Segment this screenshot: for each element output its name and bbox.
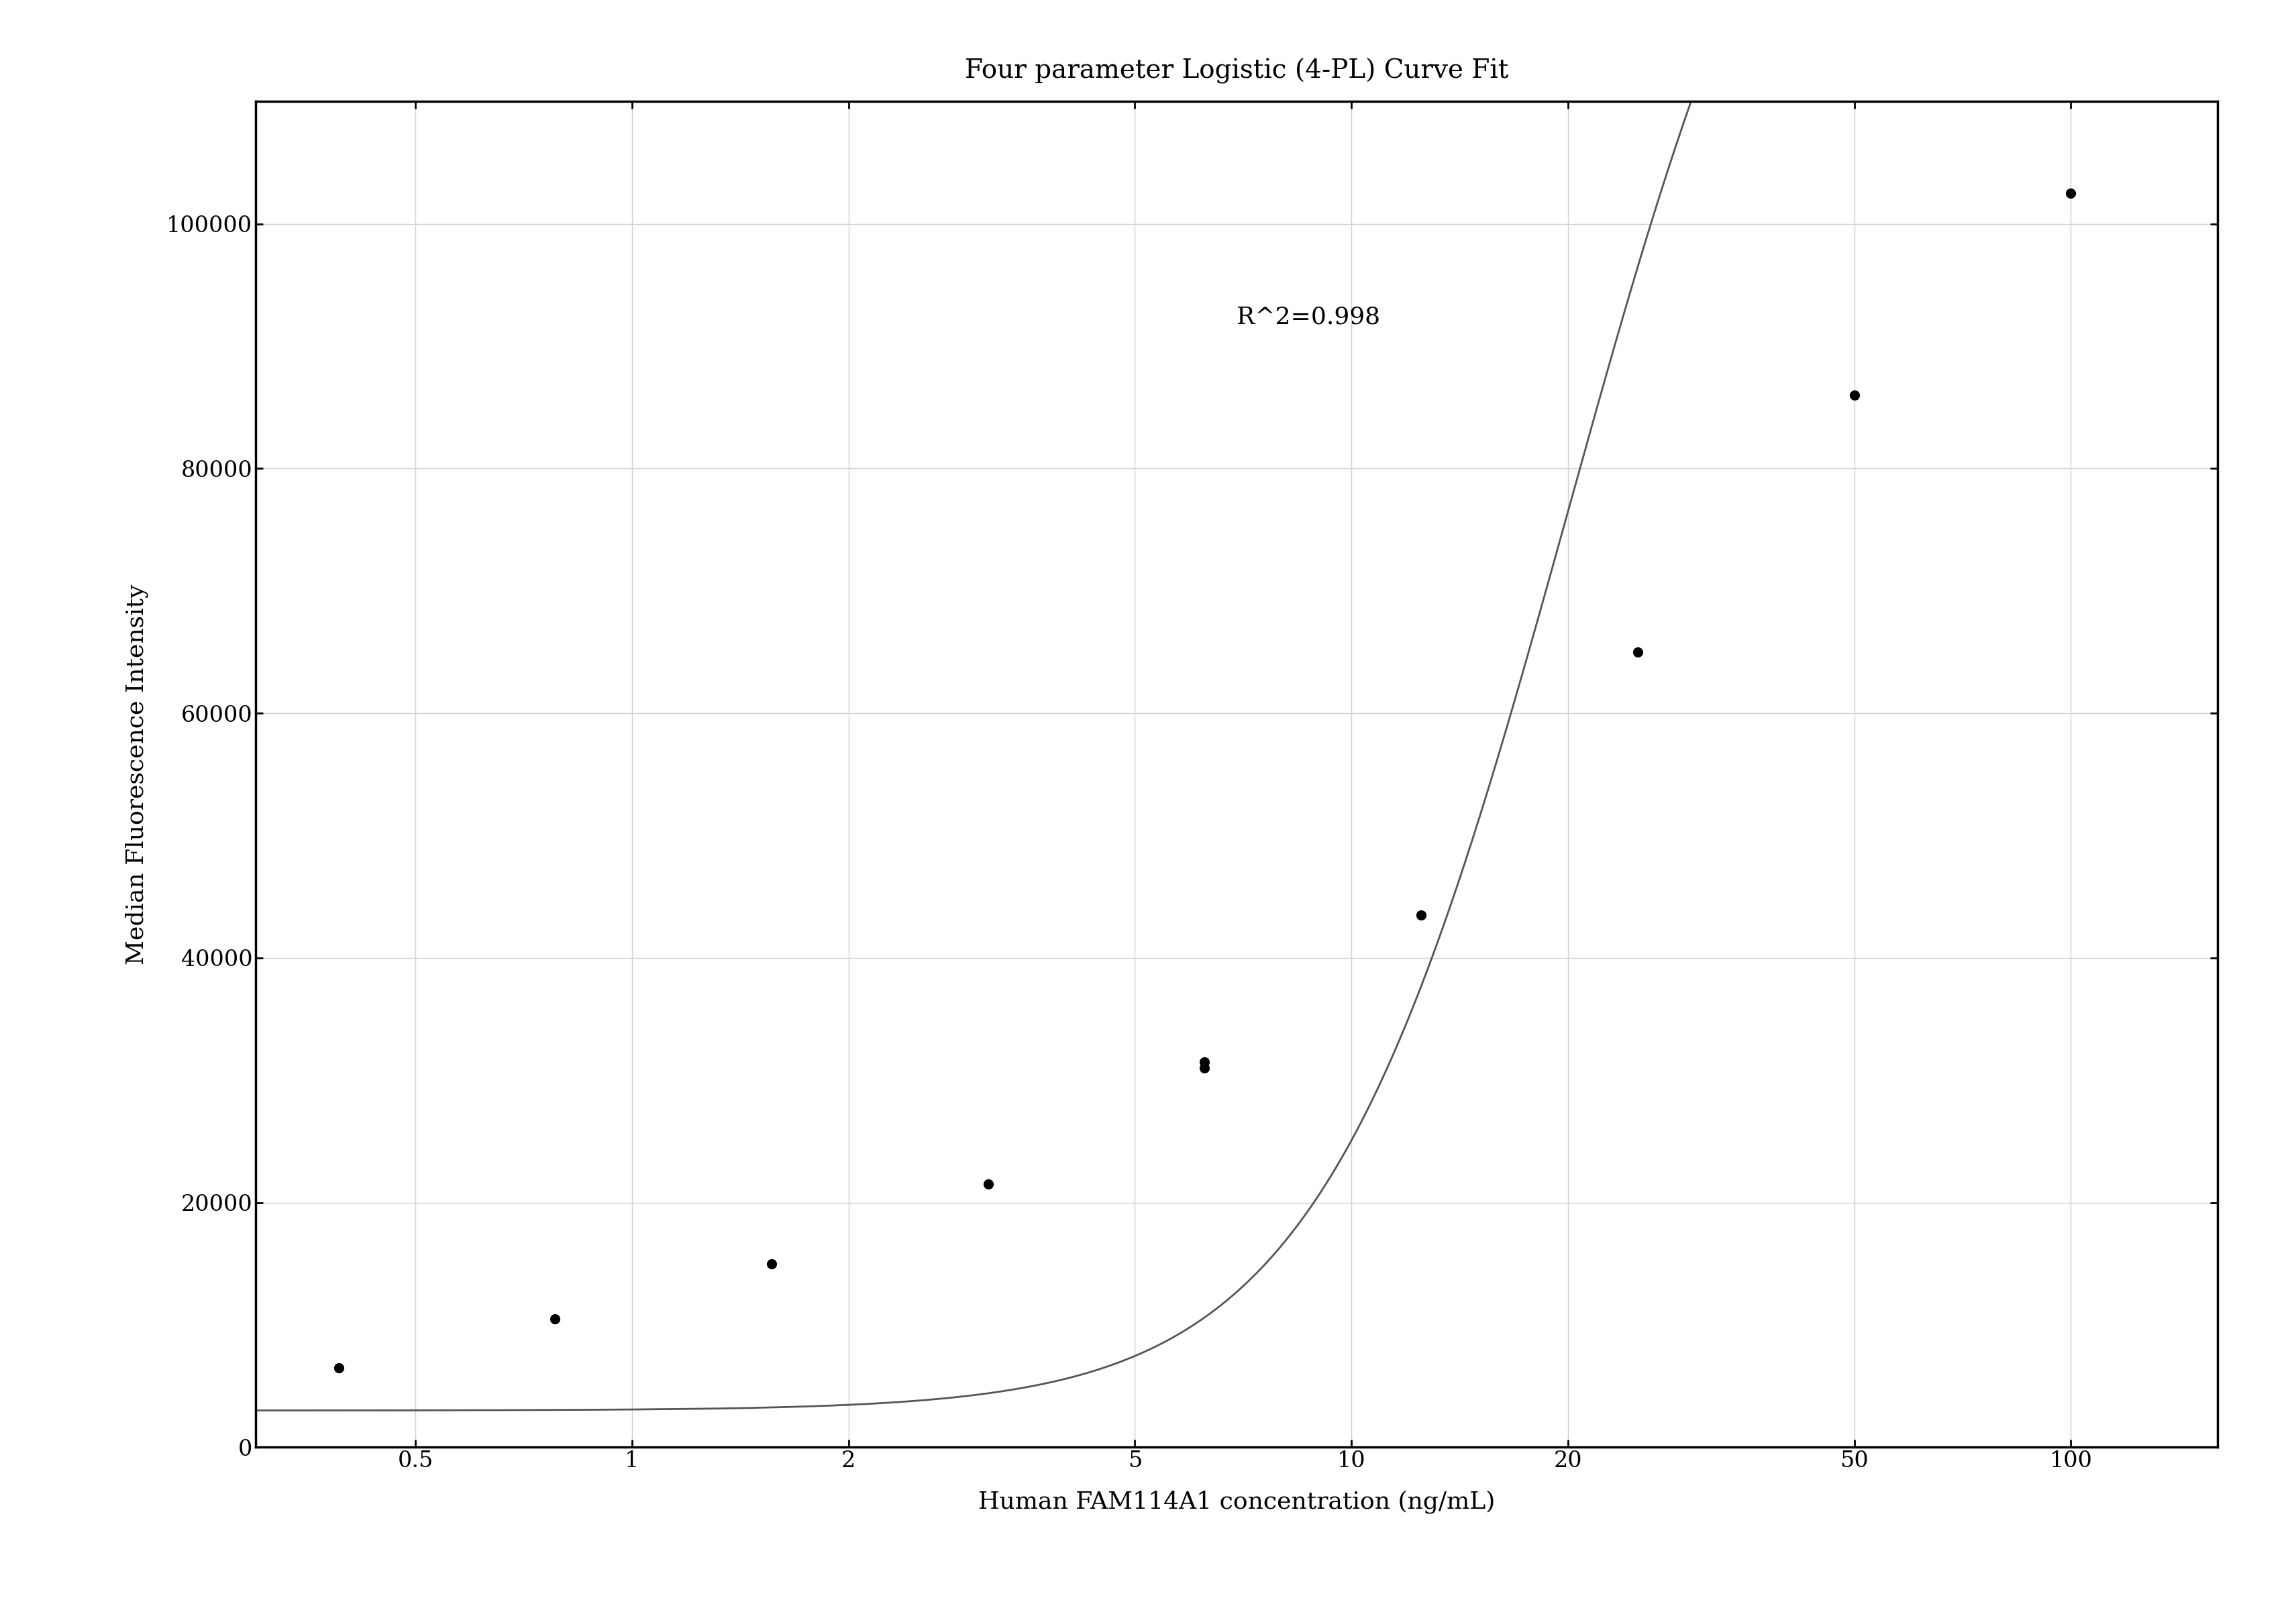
Point [1835, 382, 1871, 407]
Point [1187, 1055, 1224, 1081]
Point [537, 1306, 574, 1331]
Point [319, 1355, 356, 1381]
Point [1619, 640, 1655, 666]
Title: Four parameter Logistic (4-PL) Curve Fit: Four parameter Logistic (4-PL) Curve Fit [964, 58, 1508, 83]
Y-axis label: Median Fluorescence Intensity: Median Fluorescence Intensity [124, 584, 147, 964]
Point [1187, 1049, 1224, 1075]
Point [753, 1251, 790, 1277]
X-axis label: Human FAM114A1 concentration (ng/mL): Human FAM114A1 concentration (ng/mL) [978, 1490, 1495, 1514]
Point [969, 1171, 1006, 1197]
Point [1403, 901, 1440, 927]
Point [2053, 181, 2089, 207]
Text: R^2=0.998: R^2=0.998 [1238, 305, 1380, 329]
